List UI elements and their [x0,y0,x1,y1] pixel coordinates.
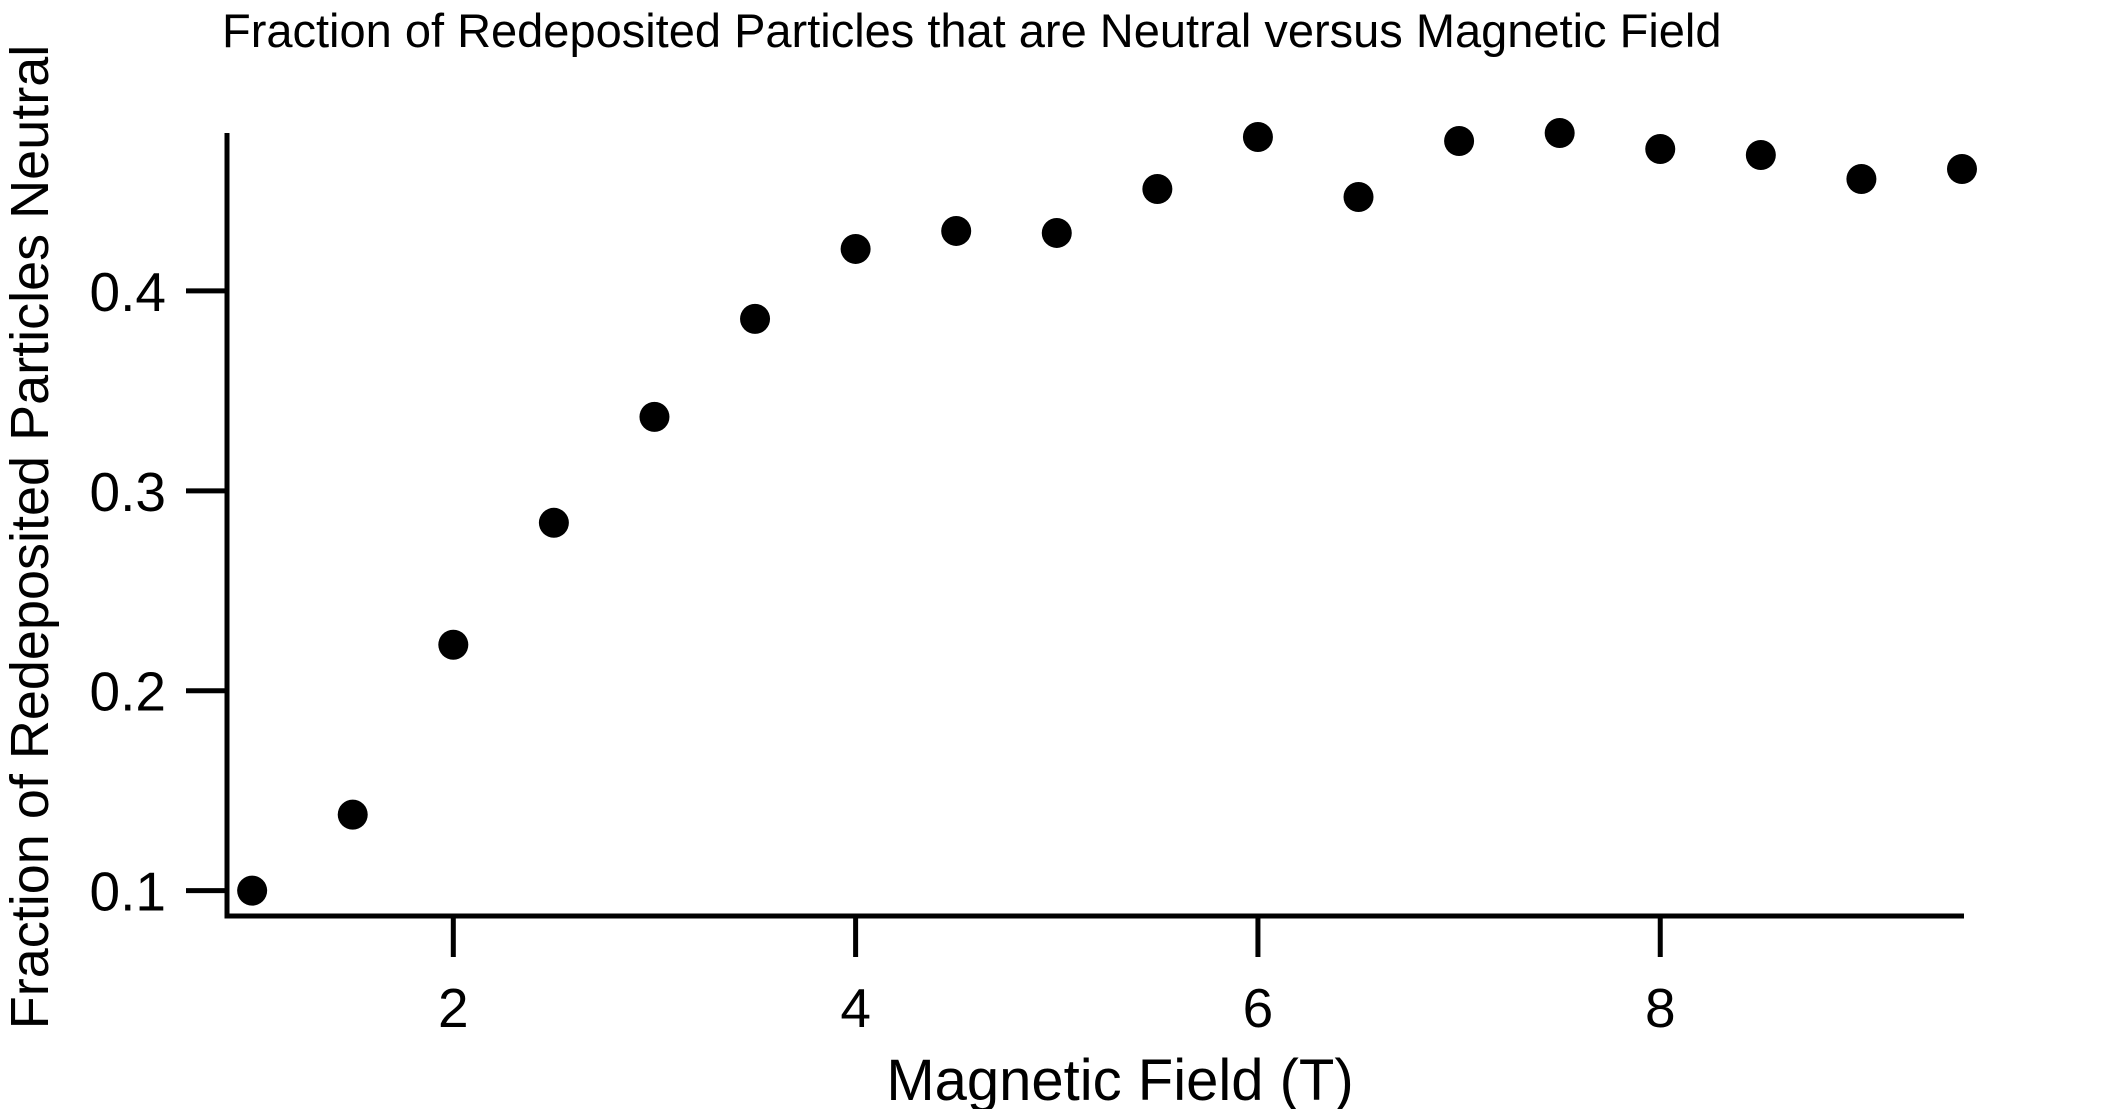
x-axis-ticks: 2 4 6 8 [438,916,1676,1039]
x-tick-label: 8 [1645,977,1676,1039]
data-point [538,507,569,538]
y-axis-label: Fraction of Redeposited Particles Neutra… [0,45,60,1029]
x-tick-label: 4 [840,977,871,1039]
y-tick-label: 0.2 [90,661,166,723]
y-tick-label: 0.1 [90,861,166,923]
data-point [639,401,670,432]
data-point [941,215,972,246]
data-point [840,233,871,264]
data-point [740,303,771,334]
x-tick-label: 2 [438,977,469,1039]
y-tick-label: 0.4 [90,261,166,323]
data-point [1242,121,1273,152]
data-point [1745,139,1776,170]
y-axis-ticks: 0.1 0.2 0.3 0.4 [90,261,227,923]
data-point [1846,163,1877,194]
data-point [1343,181,1374,212]
data-point [1444,125,1475,156]
data-point [337,799,368,830]
data-point [1544,118,1575,148]
data-point [237,875,268,906]
data-point [1946,153,1977,184]
y-tick-label: 0.3 [90,461,166,523]
data-point [1041,217,1072,248]
chart-title: Fraction of Redeposited Particles that a… [222,4,1721,57]
x-tick-label: 6 [1243,977,1274,1039]
data-points [237,118,1977,906]
data-point [1142,173,1173,204]
data-point [1645,133,1676,164]
x-axis-label: Magnetic Field (T) [886,1048,1353,1109]
data-point [438,629,469,660]
axes [224,133,1964,919]
